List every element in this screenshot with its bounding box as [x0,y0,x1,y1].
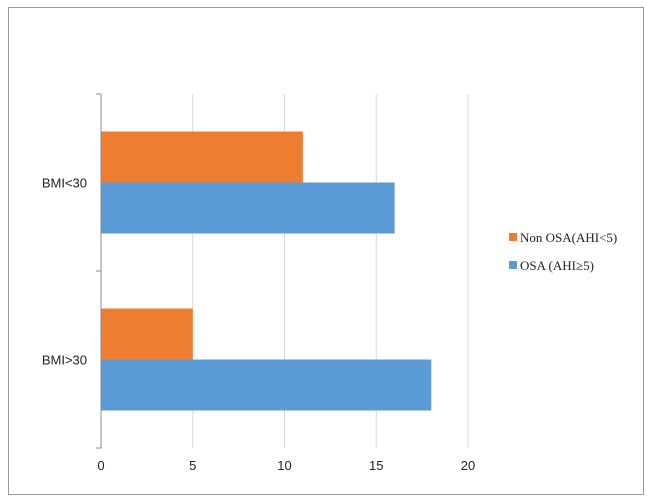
legend-swatch [509,261,517,269]
legend-swatch [509,233,517,241]
legend-label: OSA (AHI≥5) [520,258,594,273]
x-tick-label: 20 [461,458,475,473]
bar-non-osa-bmi-lt-30 [101,131,303,183]
x-tick-label: 5 [189,458,196,473]
axes: 0 5 10 15 20 BMI<30 BMI>30 [42,93,475,473]
legend: Non OSA(AHI<5) OSA (AHI≥5) [509,230,617,273]
legend-label: Non OSA(AHI<5) [520,230,617,245]
x-tick-label: 0 [97,458,104,473]
y-tick-label: BMI<30 [42,176,87,191]
x-tick-label: 15 [369,458,383,473]
bar-osa-bmi-lt-30 [101,182,395,234]
chart-frame [8,7,644,495]
bar-non-osa-bmi-gt-30 [101,308,193,360]
bar-osa-bmi-gt-30 [101,359,432,411]
y-tick-label: BMI>30 [42,353,87,368]
x-tick-label: 10 [277,458,291,473]
bars [101,131,432,411]
